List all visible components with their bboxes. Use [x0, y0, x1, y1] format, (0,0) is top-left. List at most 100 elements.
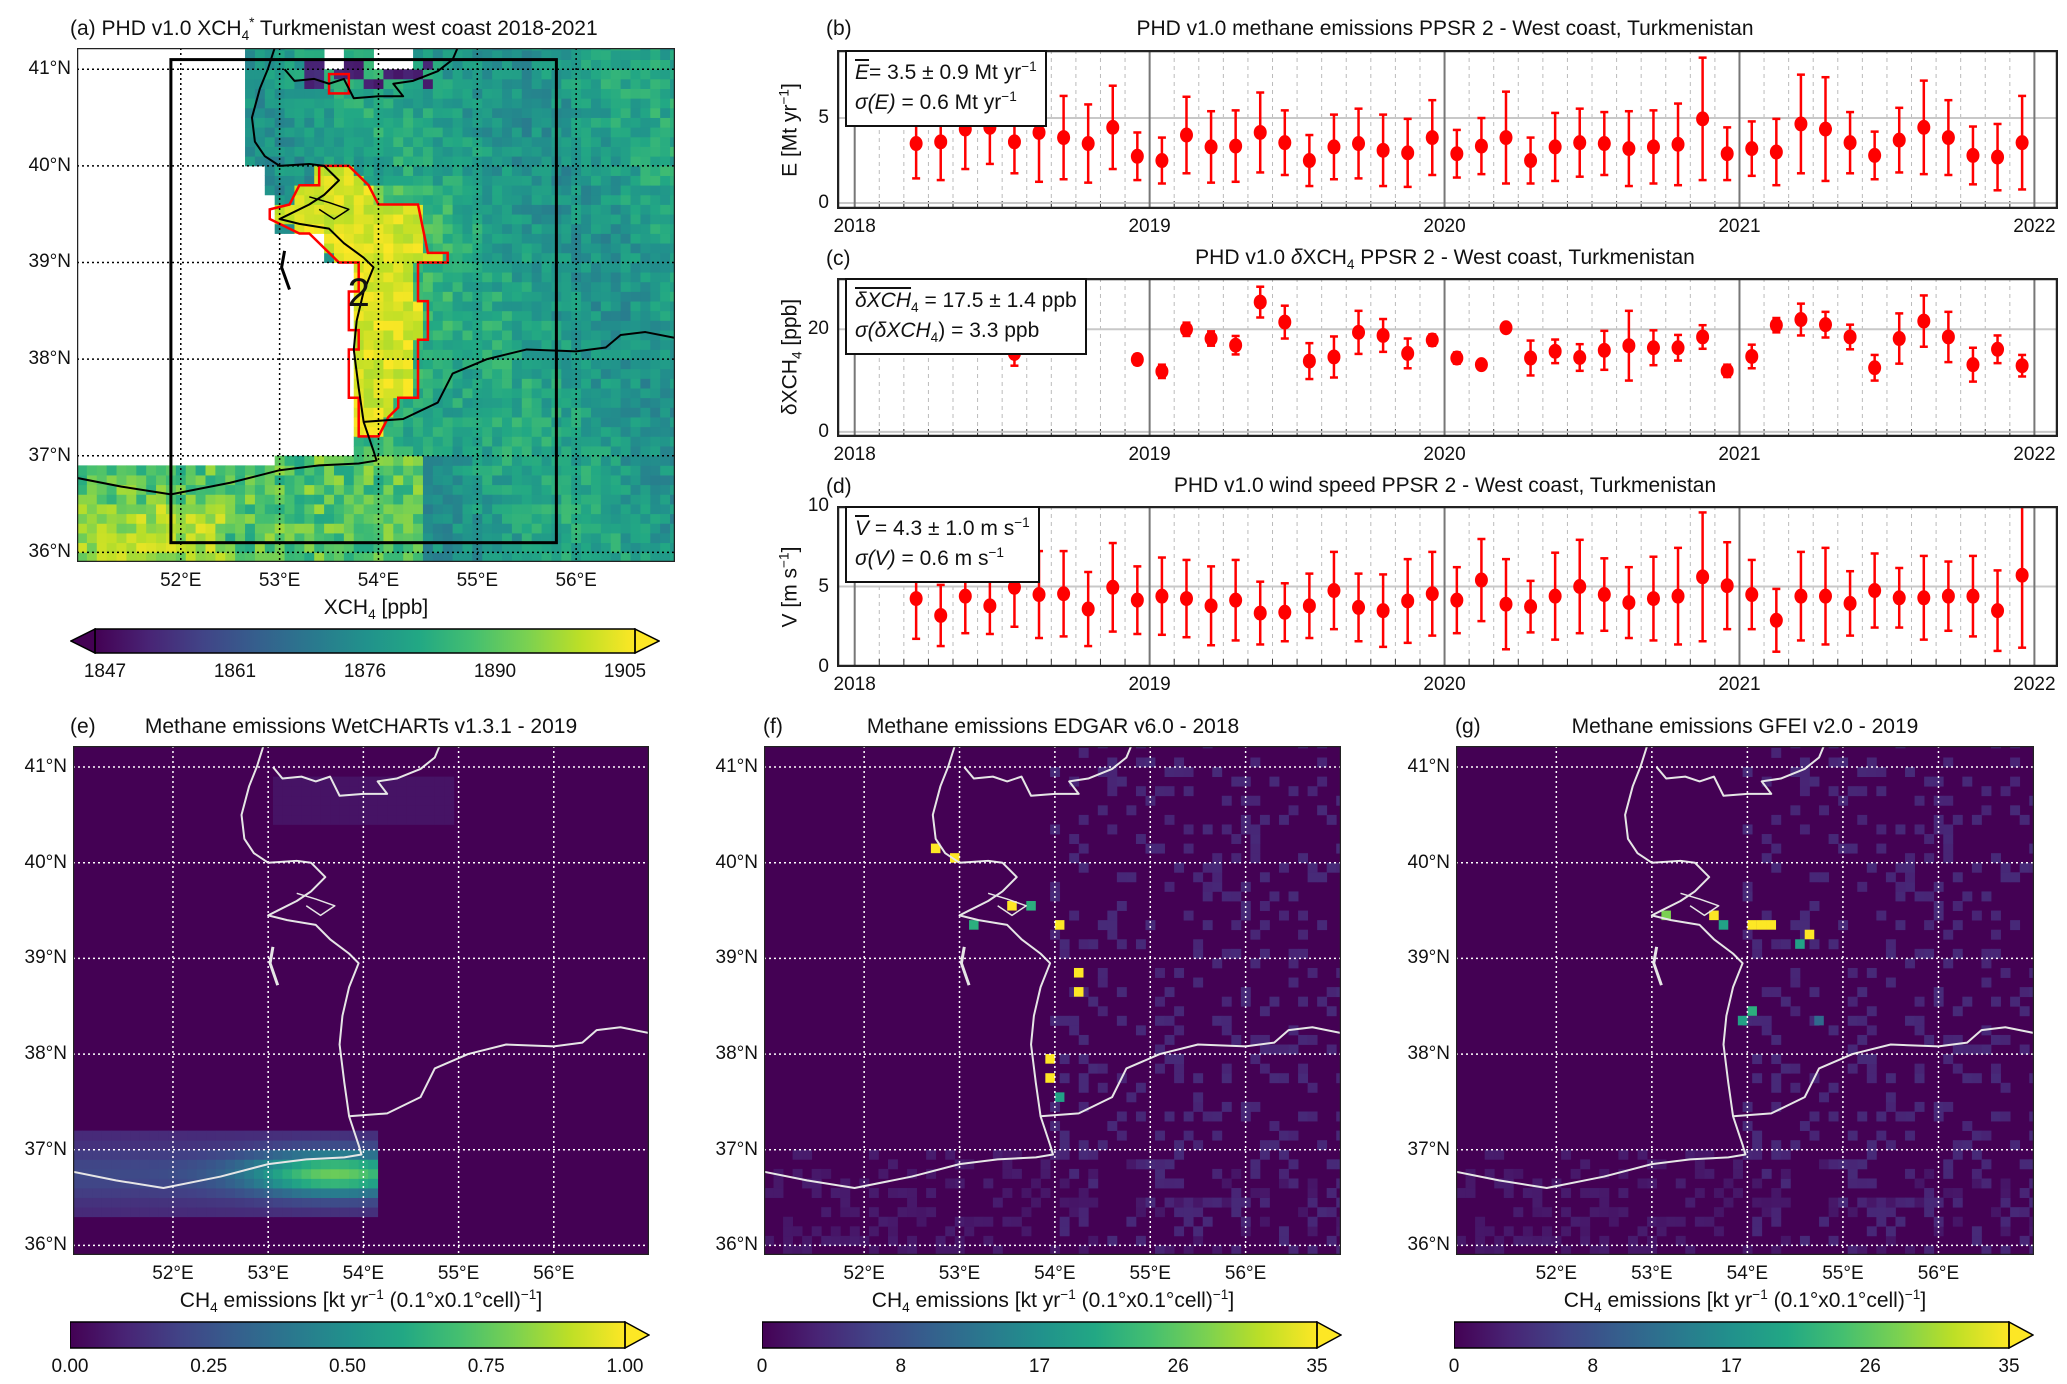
heatmap-cell: [353, 349, 365, 360]
emission-hotspot: [930, 843, 941, 854]
heatmap-cell: [600, 291, 612, 302]
heatmap-cell: [670, 542, 675, 553]
heatmap-cell: [620, 339, 631, 350]
heatmap-cell: [452, 223, 463, 234]
heatmap-cell: [1866, 1207, 1877, 1218]
data-marker: [1130, 592, 1144, 608]
heatmap-cell: [324, 465, 335, 476]
heatmap-cell: [206, 1149, 217, 1160]
heatmap-cell: [650, 504, 661, 515]
heatmap-cell: [1193, 977, 1204, 988]
heatmap-cell: [521, 204, 533, 215]
heatmap-cell: [1971, 1149, 1982, 1160]
heatmap-cell: [442, 465, 454, 476]
heatmap-cell: [413, 523, 424, 534]
heatmap-cell: [324, 146, 335, 157]
data-point: [1130, 131, 1144, 182]
heatmap-cell: [610, 49, 622, 60]
map-frame: [73, 746, 649, 1255]
heatmap-cell: [92, 1197, 102, 1208]
heatmap-cell: [1694, 1149, 1705, 1160]
heatmap-cell: [660, 310, 671, 321]
data-marker: [1179, 591, 1193, 607]
heatmap-cell: [205, 504, 216, 515]
heatmap-cells: [77, 48, 675, 562]
emission-hotspot: [1026, 900, 1036, 911]
heatmap-cell: [284, 88, 295, 99]
heatmap-cell: [600, 523, 612, 534]
heatmap-cell: [1484, 1245, 1495, 1255]
heatmap-cell: [610, 117, 622, 128]
heatmap-cell: [531, 281, 542, 292]
heatmap-cell: [811, 1226, 822, 1237]
heatmap-cell: [492, 523, 503, 534]
heatmap-cell: [630, 359, 641, 370]
heatmap-cell: [581, 301, 592, 312]
heatmap-cell: [422, 426, 434, 437]
heatmap-cell: [393, 117, 404, 128]
heatmap-cell: [650, 465, 661, 476]
heatmap-cell: [156, 523, 167, 534]
heatmap-cell: [541, 436, 552, 447]
heatmap-cell: [343, 117, 355, 128]
heatmap-cell: [1336, 862, 1341, 873]
heatmap-cell: [571, 175, 582, 186]
heatmap-cell: [1790, 1063, 1801, 1074]
heatmap-cell: [1298, 1111, 1309, 1122]
data-marker: [1302, 353, 1316, 369]
heatmap-cell: [282, 1130, 293, 1141]
heatmap-cell: [1905, 1245, 1915, 1255]
heatmap-cell: [1456, 1188, 1466, 1198]
heatmap-cell: [610, 484, 622, 495]
heatmap-cell: [1078, 939, 1089, 950]
heatmap-cell: [422, 185, 434, 196]
heatmap-cell: [383, 223, 394, 234]
heatmap-cell: [77, 475, 88, 486]
heatmap-cell: [1221, 1015, 1232, 1026]
colorbar-tick-label: 35: [1998, 1356, 2020, 1377]
heatmap-cell: [185, 552, 197, 562]
heatmap-cell: [1742, 1245, 1753, 1255]
heatmap-cell: [195, 552, 206, 562]
colorbar-tick-label: 26: [1859, 1356, 1881, 1377]
heatmap-cell: [610, 446, 622, 457]
heatmap-cell: [314, 49, 325, 60]
heatmap-cell: [600, 455, 612, 466]
data-marker: [1204, 331, 1218, 347]
heatmap-cell: [650, 513, 661, 524]
heatmap-cell: [432, 465, 444, 476]
heatmap-cell: [284, 552, 295, 562]
heatmap-cell: [610, 165, 622, 176]
heatmap-cell: [406, 786, 417, 797]
heatmap-cell: [581, 359, 592, 370]
heatmap-cell: [561, 484, 572, 495]
heatmap-cell: [660, 378, 671, 389]
heatmap-cell: [333, 513, 345, 524]
heatmap-cell: [1866, 967, 1877, 978]
heatmap-cell: [396, 814, 407, 825]
heatmap-cell: [452, 233, 463, 244]
data-point: [1745, 343, 1759, 370]
heatmap-cell: [1771, 1140, 1782, 1151]
heatmap-cell: [1259, 1188, 1270, 1198]
heatmap-cell: [2010, 757, 2021, 768]
heatmap-cell: [620, 98, 631, 109]
heatmap-cell: [396, 795, 407, 806]
colorbar-tick-label: 0.50: [329, 1356, 366, 1377]
heatmap-cell: [1847, 1245, 1858, 1255]
heatmap-cell: [314, 69, 325, 80]
heatmap-cell: [432, 223, 444, 234]
heatmap-cell: [531, 397, 542, 408]
heatmap-cell: [590, 272, 602, 283]
bay-outline: [1680, 892, 1720, 917]
heatmap-cell: [521, 136, 533, 147]
data-point: [1769, 117, 1783, 187]
heatmap-cell: [320, 1207, 331, 1218]
data-point: [1499, 90, 1513, 185]
heatmap-cell: [1164, 786, 1175, 797]
x-tick-label: 2019: [1128, 674, 1171, 695]
heatmap-cell: [1307, 1197, 1318, 1208]
heatmap-cell: [561, 214, 572, 225]
heatmap-cell: [368, 1178, 379, 1189]
data-point: [1720, 126, 1734, 182]
